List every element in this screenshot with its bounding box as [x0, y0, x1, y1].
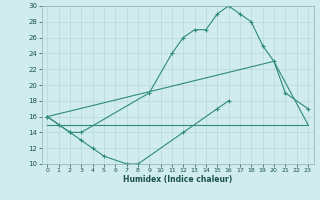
X-axis label: Humidex (Indice chaleur): Humidex (Indice chaleur)	[123, 175, 232, 184]
